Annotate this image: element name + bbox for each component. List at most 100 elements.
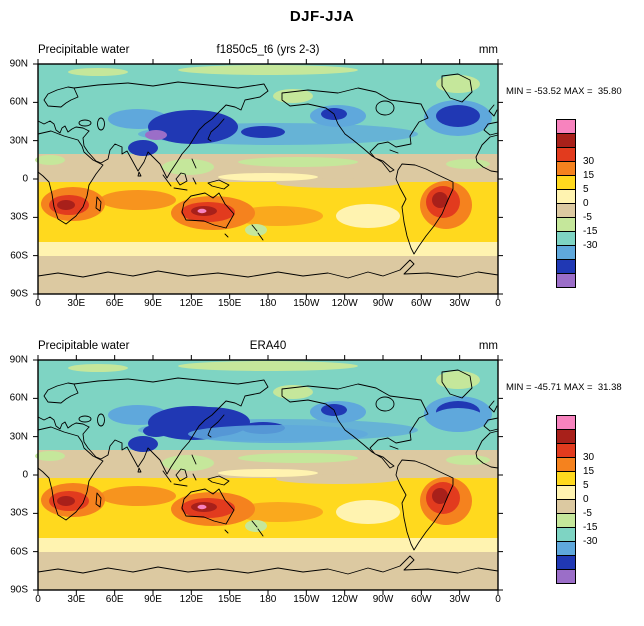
lon-tick-label: 120E: [179, 298, 204, 309]
lon-tick-label: 0: [35, 594, 41, 605]
lon-tick-label: 30E: [67, 298, 86, 309]
colorbar-tick-label: -30: [583, 536, 598, 547]
colorbar-box: [556, 133, 576, 148]
contour-field: [35, 360, 498, 590]
colorbar-box: -5: [556, 203, 592, 223]
world-map-era40: [32, 354, 504, 596]
colorbar-box: -5: [556, 499, 592, 519]
colorbar-tick-label: 30: [583, 452, 595, 463]
colorbar-box: 5: [556, 175, 589, 195]
colorbar-box: [556, 273, 576, 288]
colorbar-box: [556, 555, 576, 570]
lon-tick-label: 180: [259, 594, 277, 605]
colorbar-box: [556, 541, 576, 556]
lon-tick-label: 30E: [67, 594, 86, 605]
contour-field: [35, 64, 498, 294]
min-max-stats: MIN = -53.52 MAX = 35.80: [506, 86, 622, 97]
panel-header: Precipitable water ERA40 mm: [38, 340, 498, 355]
lat-tick-label: 30N: [9, 135, 28, 147]
figure-title: DJF-JJA: [289, 8, 355, 25]
lat-tick-label: 90S: [10, 584, 28, 596]
lon-tick-label: 90W: [372, 594, 394, 605]
lon-tick-label: 0: [495, 594, 501, 605]
lat-tick-label: 90S: [10, 288, 28, 300]
colorbar-tick-label: 0: [583, 494, 589, 505]
colorbar-box: [556, 415, 576, 430]
colorbar-box: -15: [556, 513, 597, 533]
units-label: mm: [478, 340, 498, 352]
lat-tick-label: 60N: [9, 96, 28, 108]
variable-label: Precipitable water: [38, 340, 130, 352]
lat-tick-label: 30S: [10, 507, 28, 519]
panel-header: Precipitable water f1850c5_t6 (yrs 2-3) …: [38, 44, 498, 59]
colorbar-box: 0: [556, 189, 589, 209]
colorbar-tick-label: 15: [583, 466, 595, 477]
lon-tick-label: 60E: [105, 594, 124, 605]
case-label: f1850c5_t6 (yrs 2-3): [216, 44, 320, 56]
colorbar-tick-label: 5: [583, 480, 589, 491]
longitude-axis: 0 30E 60E 90E 120E 150E 180 150W 120W 90…: [35, 594, 501, 606]
colorbar-box: [556, 569, 576, 584]
units-label: mm: [478, 44, 498, 56]
colorbar-tick-label: -5: [583, 508, 592, 519]
lon-tick-label: 30W: [449, 298, 470, 309]
panel-era40: Precipitable water ERA40 mm 90N 60N 30N …: [0, 340, 644, 626]
colorbar-tick-label: 5: [583, 184, 589, 195]
lat-tick-label: 60S: [10, 250, 28, 262]
lon-tick-label: 150W: [293, 594, 320, 605]
variable-label: Precipitable water: [38, 44, 130, 56]
colorbar-tick-label: 15: [583, 170, 595, 181]
colorbar: 30 15 5 0 -5 -15 -30: [556, 119, 597, 288]
world-map-model: [32, 58, 504, 300]
lat-tick-label: 30S: [10, 211, 28, 223]
lon-tick-label: 150W: [293, 298, 320, 309]
latitude-axis: 90N 60N 30N 0 30S 60S 90S: [0, 59, 30, 300]
colorbar-tick-label: -15: [583, 522, 598, 533]
colorbar-box: -30: [556, 231, 597, 251]
lat-tick-label: 0: [22, 469, 28, 481]
lon-tick-label: 90E: [144, 298, 162, 309]
lon-tick-label: 180: [259, 298, 277, 309]
lon-tick-label: 0: [35, 298, 41, 309]
colorbar-tick-label: 0: [583, 198, 589, 209]
lat-tick-label: 90N: [9, 354, 28, 366]
colorbar-box: 0: [556, 485, 589, 505]
longitude-axis: 0 30E 60E 90E 120E 150E 180 150W 120W 90…: [35, 298, 501, 310]
min-max-stats: MIN = -45.71 MAX = 31.38: [506, 382, 622, 393]
lat-tick-label: 30N: [9, 431, 28, 443]
colorbar-box: 15: [556, 161, 594, 181]
lon-tick-label: 120E: [179, 594, 204, 605]
lon-tick-label: 0: [495, 298, 501, 309]
colorbar-box: [556, 429, 576, 444]
lon-tick-label: 150E: [217, 298, 242, 309]
colorbar-tick-label: -15: [583, 226, 598, 237]
colorbar-box: 30: [556, 443, 594, 463]
lat-tick-label: 60N: [9, 392, 28, 404]
latitude-axis: 90N 60N 30N 0 30S 60S 90S: [0, 355, 30, 596]
panel-model: Precipitable water f1850c5_t6 (yrs 2-3) …: [0, 44, 644, 334]
lon-tick-label: 90W: [372, 298, 394, 309]
colorbar-box: 5: [556, 471, 589, 491]
colorbar-tick-label: -5: [583, 212, 592, 223]
colorbar-box: [556, 259, 576, 274]
colorbar-tick-label: -30: [583, 240, 598, 251]
colorbar-box: 15: [556, 457, 594, 477]
lon-tick-label: 90E: [144, 594, 162, 605]
lon-tick-label: 60W: [411, 594, 432, 605]
lon-tick-label: 30W: [449, 594, 470, 605]
colorbar-box: 30: [556, 147, 594, 167]
colorbar-box: -30: [556, 527, 597, 547]
colorbar-box: [556, 119, 576, 134]
lon-tick-label: 60W: [411, 298, 432, 309]
colorbar: 30 15 5 0 -5 -15 -30: [556, 415, 597, 584]
lon-tick-label: 120W: [331, 594, 358, 605]
colorbar-tick-label: 30: [583, 156, 595, 167]
colorbar-box: [556, 245, 576, 260]
lat-tick-label: 60S: [10, 546, 28, 558]
lon-tick-label: 60E: [105, 298, 124, 309]
lat-tick-label: 90N: [9, 58, 28, 70]
case-label: ERA40: [249, 340, 287, 352]
colorbar-box: -15: [556, 217, 597, 237]
lat-tick-label: 0: [22, 173, 28, 185]
